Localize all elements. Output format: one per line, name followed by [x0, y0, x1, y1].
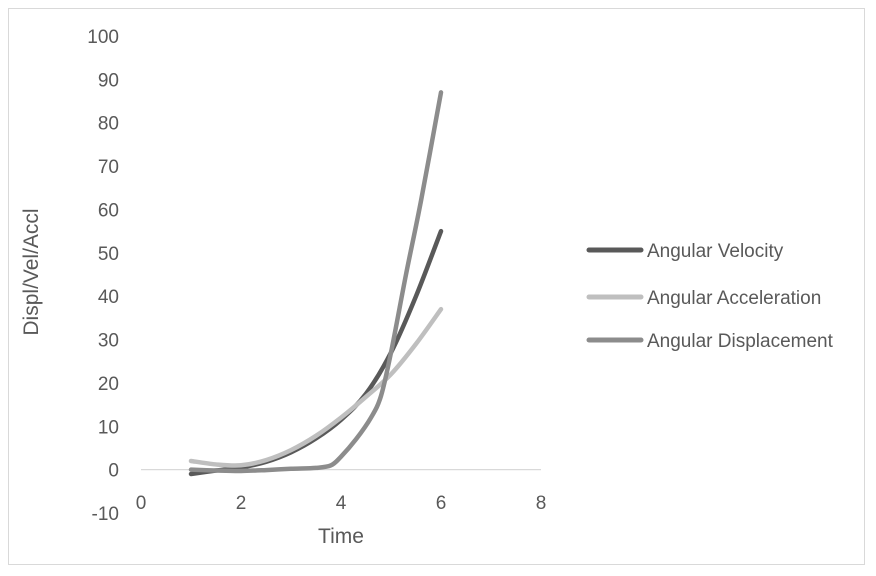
- x-tick-label: 4: [336, 493, 347, 514]
- legend-label-angular-acceleration: Angular Acceleration: [647, 288, 821, 309]
- y-tick-label: 80: [98, 114, 119, 135]
- chart-frame: [8, 8, 865, 565]
- series-lines: [188, 90, 444, 477]
- x-tick-label: 2: [236, 493, 247, 514]
- y-axis-title: Displ/Vel/Accl: [20, 208, 43, 335]
- y-tick-label: 90: [98, 70, 119, 91]
- series-line-angular-displacement: [188, 90, 444, 474]
- y-tick-label: 60: [98, 200, 119, 221]
- y-tick-label: 40: [98, 287, 119, 308]
- x-tick-label: 6: [436, 493, 447, 514]
- series-line-angular-acceleration: [188, 306, 444, 468]
- x-tick-label: 0: [136, 493, 147, 514]
- y-tick-label: 100: [87, 27, 119, 48]
- y-tick-label: -10: [92, 504, 119, 525]
- y-tick-label: 50: [98, 244, 119, 265]
- x-axis-ticks: 0 2 4 6 8: [136, 493, 547, 514]
- y-tick-label: 10: [98, 417, 119, 438]
- y-tick-label: 70: [98, 157, 119, 178]
- x-tick-label: 8: [536, 493, 547, 514]
- y-tick-label: 30: [98, 331, 119, 352]
- y-tick-label: 0: [108, 461, 119, 482]
- y-tick-label: 20: [98, 374, 119, 395]
- legend: Angular Velocity Angular Acceleration Angu…: [586, 241, 834, 352]
- legend-label-angular-velocity: Angular Velocity: [647, 241, 784, 262]
- y-axis-ticks: -10 0 10 20 30 40 50 60 70 80 90 100: [87, 27, 119, 525]
- x-axis-title: Time: [318, 525, 364, 548]
- legend-label-angular-displacement: Angular Displacement: [647, 331, 834, 352]
